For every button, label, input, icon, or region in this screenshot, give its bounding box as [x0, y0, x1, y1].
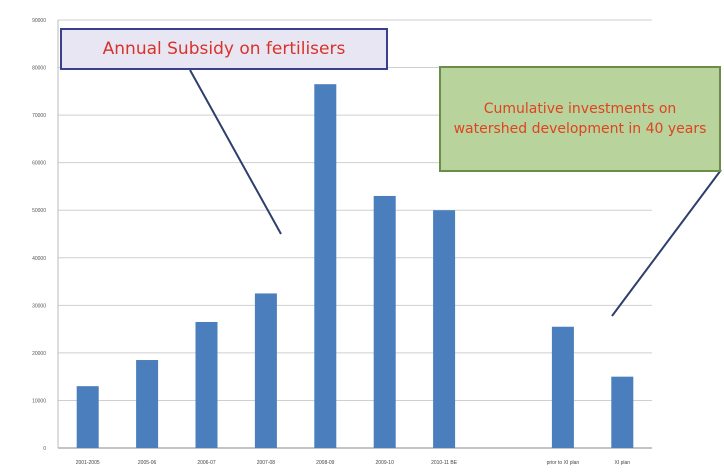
- bars: [76, 84, 634, 448]
- annotation-fertiliser-subsidy: Annual Subsidy on fertilisers: [60, 28, 388, 70]
- bar: [433, 210, 456, 448]
- annotation-watershed-investment: Cumulative investments on watershed deve…: [439, 66, 721, 172]
- x-tick-label: 2006-07: [197, 460, 216, 466]
- annotation-pointer-watershed: [611, 169, 722, 317]
- x-tick-label: 2005-06: [138, 460, 157, 466]
- y-tick-label: 0: [43, 446, 46, 452]
- x-tick-label: prior to XI plan: [547, 460, 580, 466]
- gridlines: [58, 19, 652, 401]
- bar: [611, 376, 634, 448]
- x-tick-label: XI plan: [615, 460, 631, 466]
- y-tick-label: 60000: [32, 161, 46, 167]
- x-tick-label: 2007-08: [257, 460, 276, 466]
- x-tick-label: 2009-10: [376, 460, 395, 466]
- y-tick-label: 30000: [32, 303, 46, 309]
- bar: [254, 293, 277, 448]
- bar: [76, 386, 99, 448]
- y-tick-labels: 0 10000 20000 30000 40000 50000 60000 70000 8000…: [32, 18, 46, 452]
- y-tick-label: 90000: [32, 18, 46, 24]
- bar: [195, 321, 218, 448]
- bar: [136, 360, 159, 448]
- y-tick-label: 40000: [32, 256, 46, 262]
- y-tick-label: 20000: [32, 351, 46, 357]
- bar: [551, 326, 574, 448]
- y-tick-label: 80000: [32, 66, 46, 72]
- annotation-pointer-subsidy: [189, 69, 282, 235]
- x-tick-labels: 2001-2005 2005-06 2006-07 2007-08 2008-09 200…: [76, 460, 631, 466]
- bar: [314, 84, 337, 448]
- y-tick-label: 10000: [32, 398, 46, 404]
- x-tick-label: 2010-11 BE: [431, 460, 458, 466]
- x-tick-label: 2001-2005: [76, 460, 100, 466]
- y-tick-label: 50000: [32, 208, 46, 214]
- y-tick-label: 70000: [32, 113, 46, 119]
- x-tick-label: 2008-09: [316, 460, 335, 466]
- bar: [373, 195, 396, 448]
